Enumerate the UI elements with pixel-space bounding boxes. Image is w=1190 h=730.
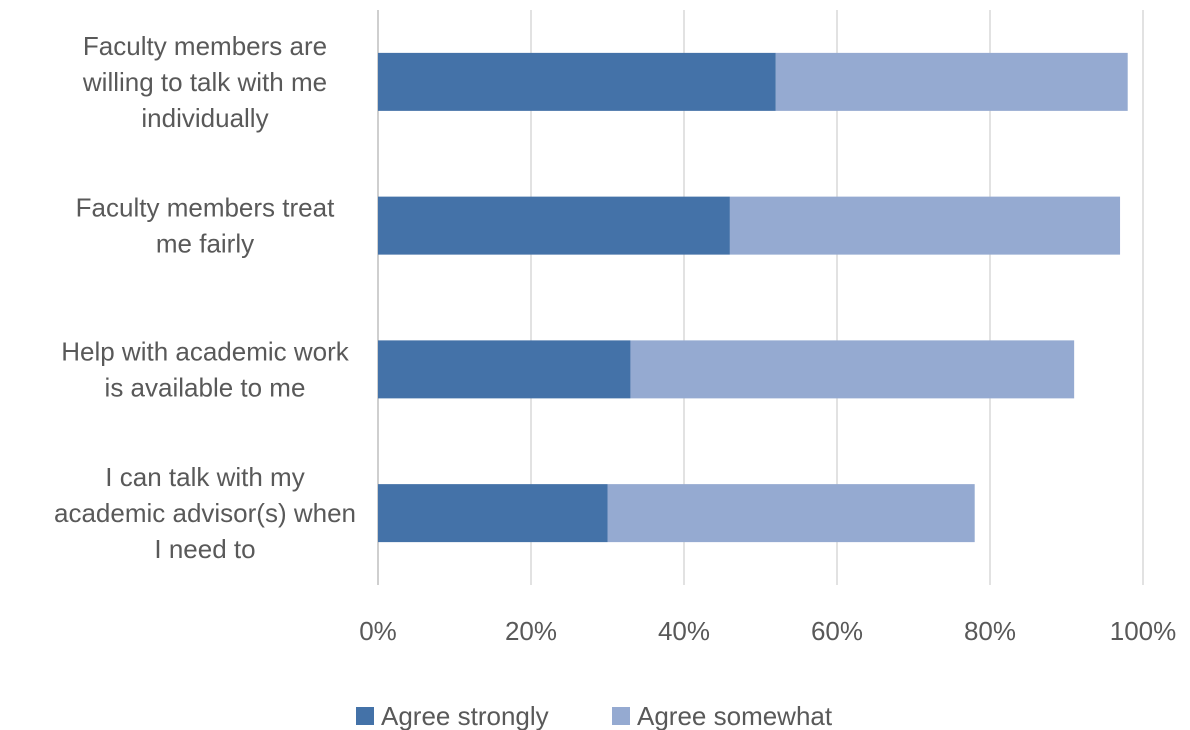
category-label-1: Faculty members treat me fairly xyxy=(76,193,335,259)
legend-label-agree-somewhat: Agree somewhat xyxy=(637,701,833,730)
category-label-line: is available to me xyxy=(105,372,306,402)
bar-agree-somewhat-3 xyxy=(607,484,975,543)
x-tick-label-80: 80% xyxy=(964,616,1016,646)
x-tick-label-100: 100% xyxy=(1110,616,1177,646)
category-label-line: me fairly xyxy=(156,229,254,259)
bar-agree-somewhat-1 xyxy=(729,196,1121,255)
legend-swatch-agree-strongly xyxy=(356,707,374,725)
x-tick-label-60: 60% xyxy=(811,616,863,646)
category-label-line: Faculty members treat xyxy=(76,193,335,223)
category-label-0: Faculty members are willing to talk with … xyxy=(82,31,327,133)
x-tick-label-0: 0% xyxy=(359,616,397,646)
legend-label-agree-strongly: Agree strongly xyxy=(381,701,549,730)
category-label-line: I need to xyxy=(154,534,255,564)
bar-agree-strongly-0 xyxy=(378,52,776,111)
bar-agree-strongly-2 xyxy=(378,340,631,399)
legend: Agree strongly Agree somewhat xyxy=(356,701,833,730)
category-label-line: individually xyxy=(141,103,268,133)
x-axis-tick-labels: 0% 20% 40% 60% 80% 100% xyxy=(359,616,1176,646)
category-label-line: I can talk with my xyxy=(105,462,304,492)
bar-agree-strongly-3 xyxy=(378,484,608,543)
category-label-line: willing to talk with me xyxy=(82,67,327,97)
category-labels: Faculty members are willing to talk with … xyxy=(54,31,356,564)
x-tick-label-20: 20% xyxy=(505,616,557,646)
bar-agree-strongly-1 xyxy=(378,196,730,255)
bars xyxy=(378,52,1128,543)
x-tick-label-40: 40% xyxy=(658,616,710,646)
category-label-3: I can talk with my academic advisor(s) wh… xyxy=(54,462,356,564)
category-label-line: Faculty members are xyxy=(83,31,327,61)
category-label-2: Help with academic work is available to m… xyxy=(61,336,350,402)
legend-swatch-agree-somewhat xyxy=(612,707,630,725)
category-label-line: Help with academic work xyxy=(61,336,350,366)
bar-agree-somewhat-2 xyxy=(630,340,1075,399)
bar-agree-somewhat-0 xyxy=(775,52,1128,111)
category-label-line: academic advisor(s) when xyxy=(54,498,356,528)
